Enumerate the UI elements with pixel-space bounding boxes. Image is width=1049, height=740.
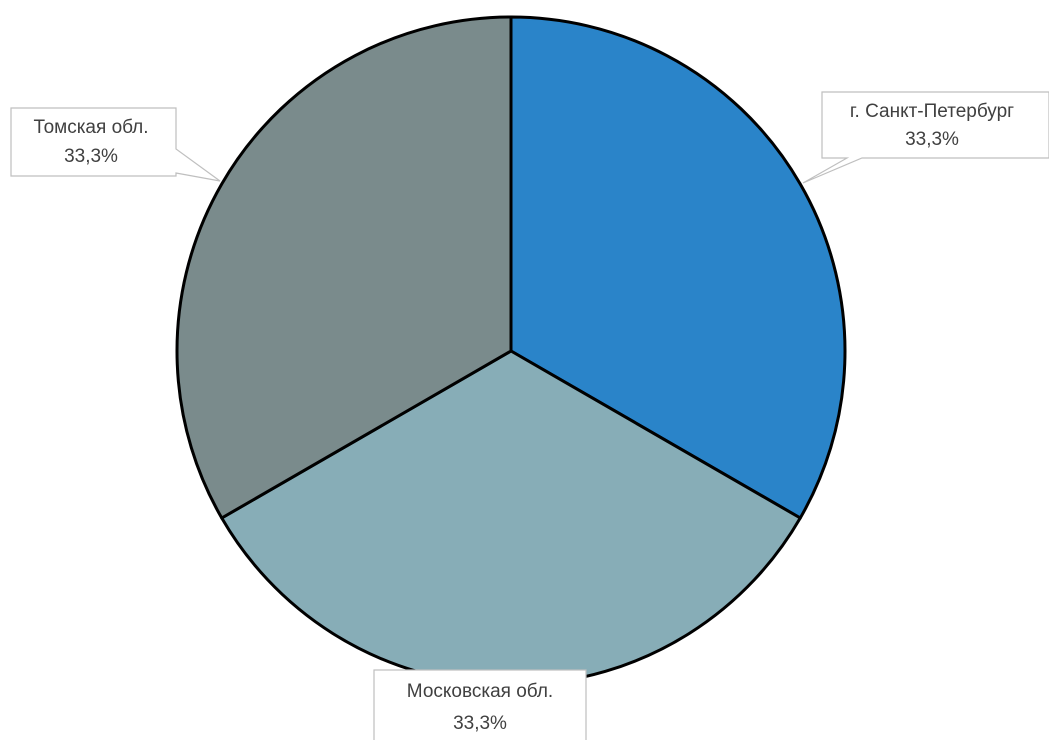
callout-box-moscow xyxy=(373,669,587,740)
callout-box-tomsk xyxy=(10,107,221,182)
pie-slice-tomsk xyxy=(175,15,513,520)
callout-moscow: Московская обл. 33,3% xyxy=(373,669,587,740)
slice-label-moscow: Московская обл. xyxy=(407,681,553,702)
slice-label-tomsk: Томская обл. xyxy=(33,117,148,138)
pie-slices xyxy=(175,15,847,687)
pie-slice-spb xyxy=(509,15,847,520)
callout-spb: г. Санкт-Петербург 33,3% xyxy=(802,91,1049,184)
slice-value-tomsk: 33,3% xyxy=(64,146,118,167)
slice-value-spb: 33,3% xyxy=(905,129,959,150)
slice-value-moscow: 33,3% xyxy=(453,713,507,734)
callout-tomsk: Томская обл. 33,3% xyxy=(10,107,221,182)
callout-box-spb xyxy=(802,91,1049,184)
slice-label-spb: г. Санкт-Петербург xyxy=(850,101,1014,122)
